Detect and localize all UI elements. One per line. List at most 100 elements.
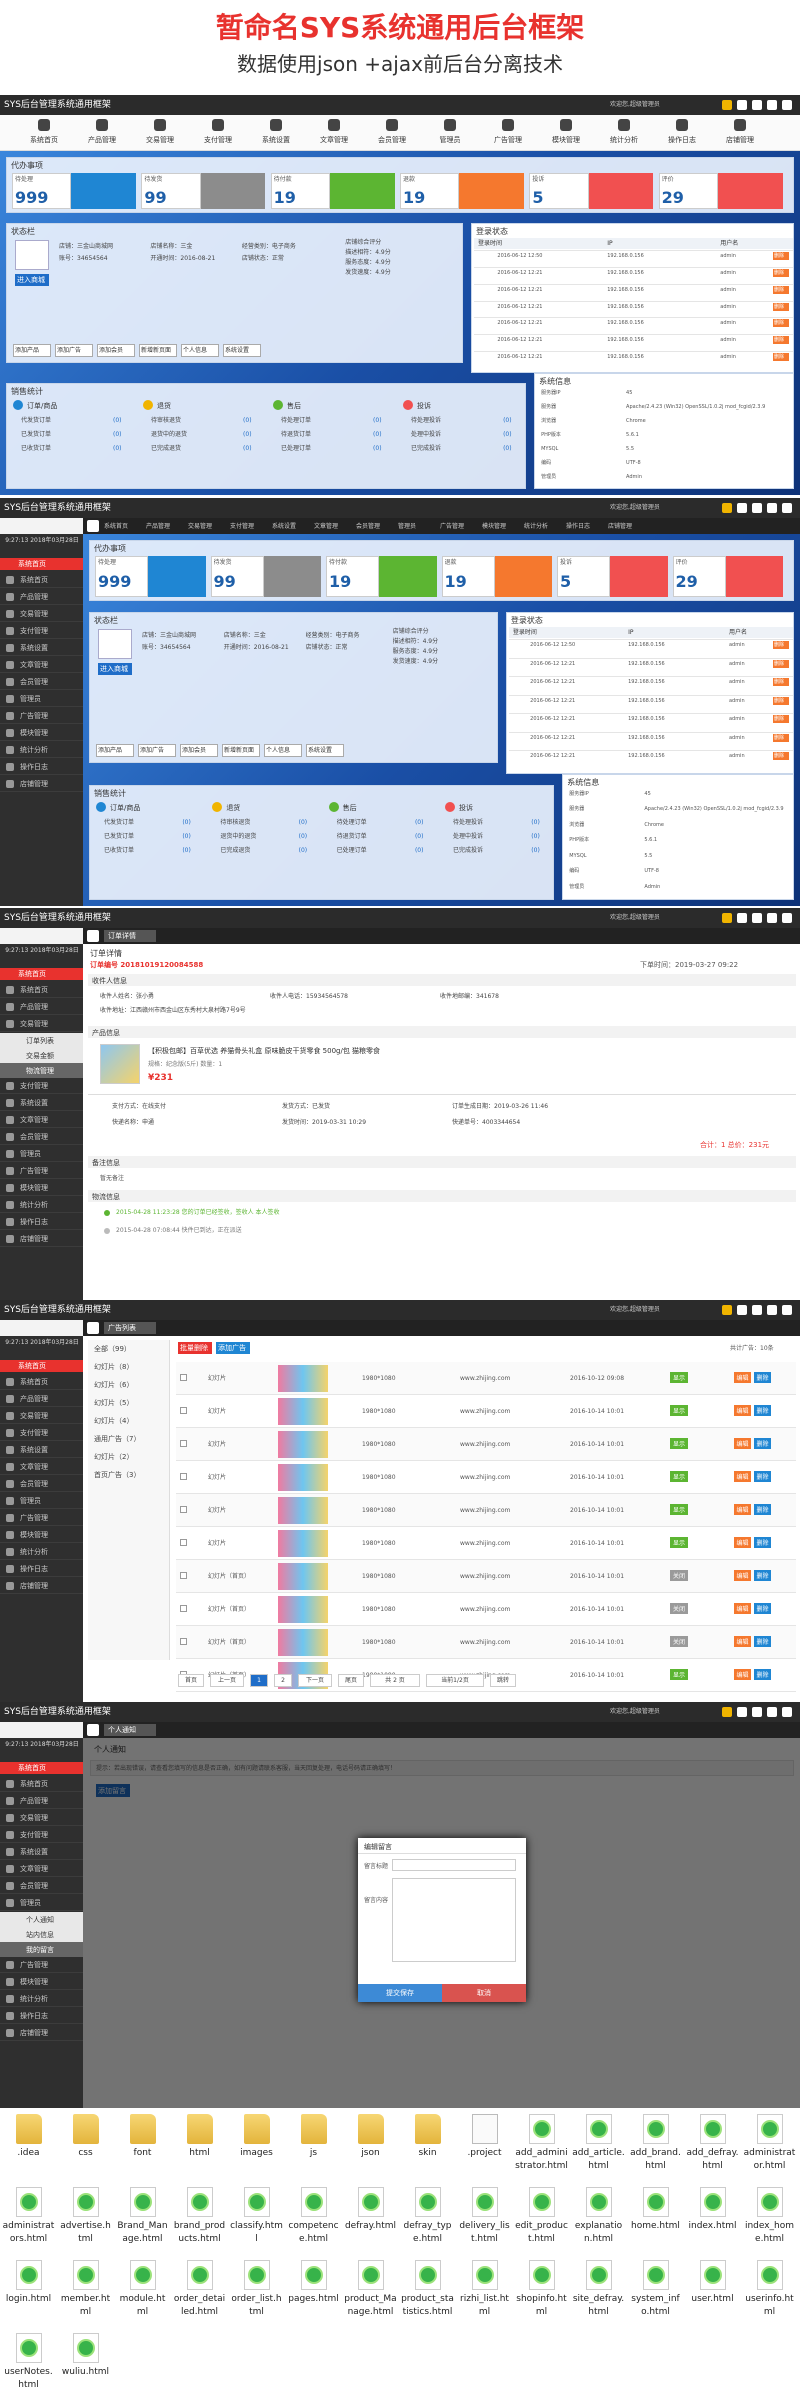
toolbar-icon[interactable] <box>752 503 762 513</box>
tab[interactable] <box>104 1322 156 1334</box>
action-button[interactable] <box>734 1504 751 1515</box>
nav-icon[interactable] <box>444 119 456 131</box>
checkbox[interactable] <box>180 1473 187 1480</box>
sidebar-item[interactable] <box>0 1129 83 1145</box>
category[interactable]: 幻灯片（4） <box>94 1417 134 1425</box>
sidebar-item[interactable] <box>0 759 83 775</box>
folder-icon[interactable] <box>301 2114 327 2144</box>
sidebar-item[interactable] <box>0 1895 83 1911</box>
delete-button[interactable] <box>772 733 789 742</box>
folder-icon[interactable] <box>415 2114 441 2144</box>
enter-button[interactable] <box>15 274 49 287</box>
sidebar-item[interactable] <box>0 1510 83 1526</box>
toolbar-icon[interactable] <box>752 100 762 110</box>
sub-item[interactable] <box>0 1033 83 1048</box>
sidebar-item[interactable] <box>0 2008 83 2024</box>
status-badge[interactable] <box>670 1537 688 1548</box>
toolbar-icon[interactable] <box>737 1707 747 1717</box>
nav-icon[interactable] <box>328 119 340 131</box>
sidebar-item[interactable] <box>0 1408 83 1424</box>
sidebar-item[interactable] <box>0 623 83 639</box>
file-icon[interactable] <box>472 2114 498 2144</box>
quick-button[interactable] <box>97 343 135 357</box>
sidebar-item[interactable] <box>0 2025 83 2041</box>
pager-item[interactable] <box>490 1674 516 1687</box>
sidebar-item[interactable] <box>0 1163 83 1179</box>
sidebar-item[interactable] <box>0 1561 83 1577</box>
tab[interactable] <box>104 930 156 942</box>
sidebar-item[interactable] <box>0 1197 83 1213</box>
pager-item[interactable] <box>338 1674 364 1687</box>
toolbar-icon[interactable] <box>722 503 732 513</box>
top-button[interactable] <box>178 1342 212 1354</box>
checkbox[interactable] <box>180 1506 187 1513</box>
toolbar-icon[interactable] <box>737 1305 747 1315</box>
sub-item[interactable] <box>0 1912 83 1927</box>
action-button[interactable] <box>754 1570 771 1581</box>
home-tab[interactable] <box>87 520 99 532</box>
status-badge[interactable] <box>670 1471 688 1482</box>
status-badge[interactable] <box>670 1636 688 1647</box>
toolbar-icon[interactable] <box>737 503 747 513</box>
sidebar-item[interactable] <box>0 1957 83 1973</box>
sidebar-item[interactable] <box>0 640 83 656</box>
delete-button[interactable] <box>772 353 789 362</box>
sidebar-item[interactable] <box>0 1776 83 1792</box>
sub-item[interactable] <box>0 1048 83 1063</box>
delete-button[interactable] <box>772 641 789 649</box>
checkbox[interactable] <box>180 1638 187 1645</box>
toolbar-icon[interactable] <box>767 503 777 513</box>
sidebar-item[interactable] <box>0 1527 83 1543</box>
delete-button[interactable] <box>772 302 789 311</box>
status-badge[interactable] <box>670 1438 688 1449</box>
sidebar-item[interactable] <box>0 1146 83 1162</box>
category[interactable]: 全部（99） <box>94 1345 131 1353</box>
sidebar-item[interactable] <box>0 742 83 758</box>
action-button[interactable] <box>734 1372 751 1383</box>
home-tab[interactable] <box>87 1322 99 1334</box>
top-button[interactable] <box>216 1342 250 1354</box>
quick-button[interactable] <box>223 343 261 357</box>
delete-button[interactable] <box>772 269 789 278</box>
home-tab[interactable] <box>87 1724 99 1736</box>
sidebar-item[interactable] <box>0 1095 83 1111</box>
pager-item[interactable] <box>210 1674 244 1687</box>
status-badge[interactable] <box>670 1372 688 1383</box>
nav-icon[interactable] <box>386 119 398 131</box>
action-button[interactable] <box>754 1471 771 1482</box>
sidebar-item[interactable] <box>0 1810 83 1826</box>
sidebar-item[interactable] <box>0 1991 83 2007</box>
checkbox[interactable] <box>180 1374 187 1381</box>
sidebar-item[interactable] <box>0 776 83 792</box>
checkbox[interactable] <box>180 1539 187 1546</box>
sidebar-item[interactable] <box>0 999 83 1015</box>
toolbar-icon[interactable] <box>722 913 732 923</box>
action-button[interactable] <box>754 1372 771 1383</box>
sidebar-item[interactable] <box>0 1578 83 1594</box>
folder-icon[interactable] <box>187 2114 213 2144</box>
sidebar-item[interactable] <box>0 572 83 588</box>
action-button[interactable] <box>734 1603 751 1614</box>
toolbar-icon[interactable] <box>722 100 732 110</box>
sidebar-item[interactable] <box>0 1793 83 1809</box>
sidebar-item[interactable] <box>0 1391 83 1407</box>
quick-button[interactable] <box>138 744 176 758</box>
category[interactable]: 通用广告（7） <box>94 1435 141 1443</box>
sidebar-item[interactable] <box>0 1493 83 1509</box>
quick-button[interactable] <box>222 744 260 758</box>
sidebar-item[interactable] <box>0 1442 83 1458</box>
sidebar-item[interactable] <box>0 1180 83 1196</box>
toolbar-icon[interactable] <box>782 503 792 513</box>
category[interactable]: 幻灯片（5） <box>94 1399 134 1407</box>
status-badge[interactable] <box>670 1669 688 1680</box>
folder-icon[interactable] <box>130 2114 156 2144</box>
quick-button[interactable] <box>181 343 219 357</box>
pager-item[interactable] <box>298 1674 332 1687</box>
action-button[interactable] <box>754 1537 771 1548</box>
delete-button[interactable] <box>772 336 789 345</box>
sidebar-item[interactable] <box>0 1878 83 1894</box>
pager-item[interactable] <box>426 1674 484 1687</box>
checkbox[interactable] <box>180 1440 187 1447</box>
toolbar-icon[interactable] <box>767 100 777 110</box>
delete-button[interactable] <box>772 678 789 687</box>
